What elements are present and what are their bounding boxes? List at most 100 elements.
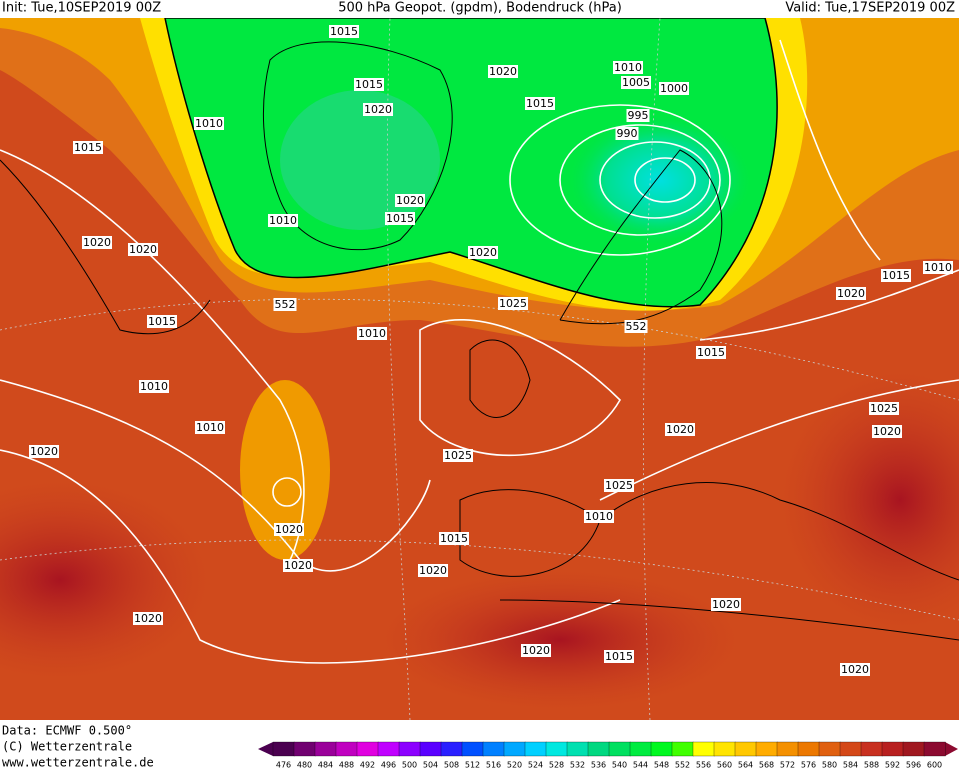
colorbar-label: 588 xyxy=(864,761,879,770)
header-bg xyxy=(0,0,959,18)
colorbar-cell xyxy=(671,741,694,757)
colorbar-label: 556 xyxy=(696,761,711,770)
colorbar-cell xyxy=(461,741,484,757)
colorbar-label: 572 xyxy=(780,761,795,770)
data-source: Data: ECMWF 0.500° xyxy=(2,724,132,738)
colorbar-label: 536 xyxy=(591,761,606,770)
label-box xyxy=(418,564,448,577)
colorbar-label: 592 xyxy=(885,761,900,770)
label-box xyxy=(274,523,304,536)
colorbar-cell xyxy=(818,741,841,757)
isobar-label: 1020 xyxy=(873,425,901,438)
colorbar-arrow-right xyxy=(945,742,958,756)
isobar-label: 1010 xyxy=(195,117,223,130)
init-time: Init: Tue,10SEP2019 00Z xyxy=(2,1,161,16)
low-center xyxy=(570,115,750,245)
colorbar-label: 568 xyxy=(759,761,774,770)
colorbar-cell xyxy=(881,741,904,757)
colorbar-label: 520 xyxy=(507,761,522,770)
colorbar-label: 496 xyxy=(381,761,396,770)
colorbar-label: 564 xyxy=(738,761,753,770)
isobar-label: 1020 xyxy=(364,103,392,116)
colorbar-cell xyxy=(566,741,589,757)
colorbar-label: 480 xyxy=(297,761,312,770)
warm-pool xyxy=(780,370,959,630)
isobar-label: 1020 xyxy=(134,612,162,625)
isobar-label: 1020 xyxy=(284,559,312,572)
isobar-label: 1010 xyxy=(140,380,168,393)
colorbar-label: 548 xyxy=(654,761,669,770)
colorbar-cell xyxy=(860,741,883,757)
trough-orange xyxy=(240,380,330,560)
colorbar-label: 600 xyxy=(927,761,942,770)
label-box xyxy=(283,559,313,572)
isobar-label: 1020 xyxy=(129,243,157,256)
isobar-label: 1020 xyxy=(837,287,865,300)
isobar-label: 1015 xyxy=(882,269,910,282)
isobar-label: 1025 xyxy=(499,297,527,310)
colorbar-cell xyxy=(839,741,862,757)
isobar-label: 1010 xyxy=(614,61,642,74)
warm-pool xyxy=(0,480,210,680)
coastlines xyxy=(0,41,959,641)
website: www.wetterzentrale.de xyxy=(2,756,154,770)
isobar-label: 1000 xyxy=(660,82,688,95)
colorbar-label: 512 xyxy=(465,761,480,770)
isobar-label: 552 xyxy=(626,320,647,333)
label-box xyxy=(604,650,634,663)
colorbar-label: 484 xyxy=(318,761,333,770)
colorbar-label: 580 xyxy=(822,761,837,770)
colorbar-cell xyxy=(377,741,400,757)
colorbar-cell xyxy=(524,741,547,757)
label-box xyxy=(194,117,224,130)
colorbar-cell xyxy=(797,741,820,757)
isobar-label: 1020 xyxy=(522,644,550,657)
label-box xyxy=(268,214,298,227)
colorbar-cell xyxy=(776,741,799,757)
isobar-label: 1020 xyxy=(489,65,517,78)
label-box xyxy=(881,269,911,282)
colorbar-cell xyxy=(503,741,526,757)
isobar-label: 1025 xyxy=(605,479,633,492)
colorbar-cell xyxy=(629,741,652,757)
colorbar-cell xyxy=(734,741,757,757)
colorbar-label: 524 xyxy=(528,761,543,770)
label-box xyxy=(525,97,555,110)
label-box xyxy=(133,612,163,625)
label-box xyxy=(439,532,469,545)
colorbar-cell xyxy=(650,741,673,757)
label-box xyxy=(82,236,112,249)
isobar-label: 1020 xyxy=(469,246,497,259)
isobar-label: 1015 xyxy=(440,532,468,545)
label-box xyxy=(621,76,651,89)
isobar-label: 995 xyxy=(628,109,649,122)
isobar-label: 1015 xyxy=(330,25,358,38)
colorbar-label: 540 xyxy=(612,761,627,770)
isobar-label: 1020 xyxy=(275,523,303,536)
isobar-label: 1020 xyxy=(666,423,694,436)
isobar-label: 1010 xyxy=(358,327,386,340)
copyright: (C) Wetterzentrale xyxy=(2,740,132,754)
isobar-label: 552 xyxy=(275,298,296,311)
isobar-label: 1020 xyxy=(83,236,111,249)
label-box xyxy=(195,421,225,434)
label-box xyxy=(468,246,498,259)
colorbar-cell xyxy=(398,741,421,757)
label-box xyxy=(128,243,158,256)
isobar-label: 990 xyxy=(617,127,638,140)
colorbar-cell xyxy=(545,741,568,757)
isobar-label: 1020 xyxy=(396,194,424,207)
label-box xyxy=(604,479,634,492)
valid-time: Valid: Tue,17SEP2019 00Z xyxy=(785,1,955,16)
isobar-label: 1015 xyxy=(605,650,633,663)
colorbar-cell xyxy=(608,741,631,757)
label-box xyxy=(147,315,177,328)
colorbar-cell xyxy=(440,741,463,757)
colorbar-cell xyxy=(755,741,778,757)
colorbar-cell xyxy=(923,741,946,757)
isobar-label: 1025 xyxy=(444,449,472,462)
label-box xyxy=(29,445,59,458)
colorbar-cell xyxy=(272,741,295,757)
